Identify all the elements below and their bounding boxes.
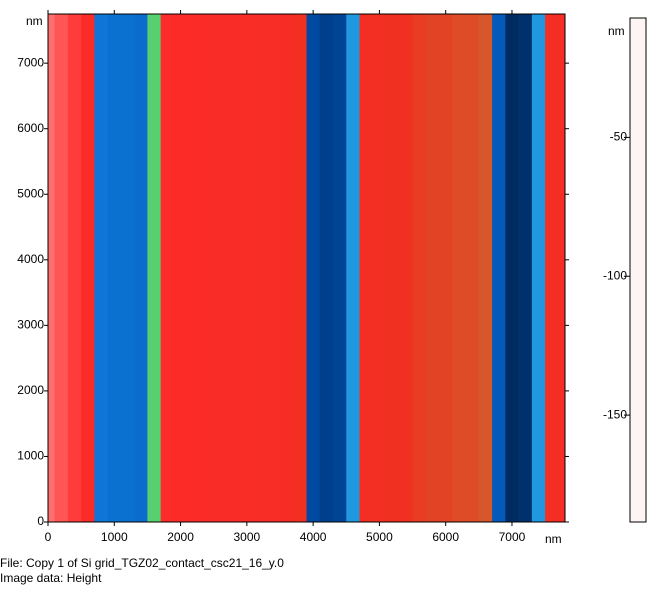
height-stripe	[173, 14, 188, 522]
x-tick-label: 3000	[233, 530, 260, 544]
image	[48, 14, 565, 522]
y-unit: nm	[26, 14, 43, 28]
height-stripe	[107, 14, 122, 522]
x-tick-label: 5000	[366, 530, 393, 544]
height-stripe	[333, 14, 347, 522]
colorbar	[629, 17, 647, 523]
height-stripe	[81, 14, 95, 522]
height-stripe	[134, 14, 148, 522]
x-tick-label: 4000	[300, 530, 327, 544]
height-stripe	[386, 14, 400, 522]
height-stripe	[94, 14, 109, 522]
x-tick-label: 7000	[499, 530, 526, 544]
y-tick-label: 3000	[17, 318, 44, 332]
colorbar-tick-label: -150	[603, 407, 627, 421]
x-tick-label: 1000	[101, 530, 128, 544]
y-tick-label: 1000	[17, 449, 44, 463]
file-label: File: Copy 1 of Si grid_TGZ02_contact_cs…	[0, 556, 284, 570]
height-stripe	[48, 14, 56, 522]
height-stripe	[266, 14, 281, 522]
y-tick-label: 5000	[17, 186, 44, 200]
height-stripe	[531, 14, 546, 522]
height-stripe	[439, 14, 453, 522]
height-stripe	[187, 14, 201, 522]
height-stripe	[293, 14, 307, 522]
height-stripe	[200, 14, 215, 522]
y-tick-label: 0	[37, 514, 44, 528]
x-tick-label: 2000	[167, 530, 194, 544]
height-stripe	[147, 14, 162, 522]
height-stripe	[492, 14, 506, 522]
height-stripe	[545, 14, 559, 522]
height-stripe	[558, 14, 565, 522]
height-stripe	[54, 14, 69, 522]
height-stripe	[505, 14, 520, 522]
height-stripe	[279, 14, 294, 522]
height-stripe	[160, 14, 175, 522]
y-tick-label: 7000	[17, 55, 44, 69]
height-stripe	[306, 14, 321, 522]
image-data-label: Image data: Height	[0, 571, 102, 585]
height-stripe	[465, 14, 480, 522]
height-stripe	[399, 14, 414, 522]
height-stripe	[425, 14, 440, 522]
height-stripe	[240, 14, 254, 522]
height-stripe	[412, 14, 427, 522]
colorbar-tick-label: -100	[603, 268, 627, 282]
height-stripe	[319, 14, 334, 522]
plot-frame	[47, 13, 566, 523]
height-stripe	[226, 14, 241, 522]
x-tick-label: 6000	[432, 530, 459, 544]
height-stripe	[253, 14, 268, 522]
colorbar-unit: nm	[608, 24, 625, 38]
height-stripe	[478, 14, 493, 522]
height-stripe	[213, 14, 228, 522]
height-stripe	[518, 14, 533, 522]
height-stripe	[372, 14, 387, 522]
y-tick-label: 4000	[17, 252, 44, 266]
y-tick-label: 2000	[17, 383, 44, 397]
y-tick-label: 6000	[17, 121, 44, 135]
height-stripe	[67, 14, 82, 522]
height-stripe	[359, 14, 374, 522]
x-tick-label: 0	[45, 530, 52, 544]
height-stripe	[120, 14, 135, 522]
height-stripe	[452, 14, 467, 522]
colorbar-tick-label: -50	[610, 130, 628, 144]
x-unit: nm	[545, 532, 562, 546]
height-stripe	[346, 14, 361, 522]
